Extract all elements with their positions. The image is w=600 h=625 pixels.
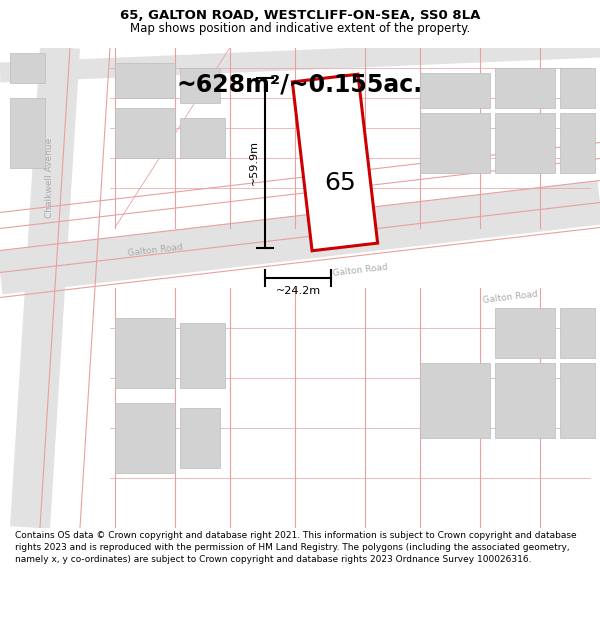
Text: Galton Road: Galton Road (127, 243, 183, 258)
Polygon shape (0, 38, 600, 82)
Polygon shape (115, 107, 175, 158)
Polygon shape (495, 308, 555, 358)
Text: Contains OS data © Crown copyright and database right 2021. This information is : Contains OS data © Crown copyright and d… (15, 531, 577, 564)
Polygon shape (115, 62, 175, 98)
Text: 65, GALTON ROAD, WESTCLIFF-ON-SEA, SS0 8LA: 65, GALTON ROAD, WESTCLIFF-ON-SEA, SS0 8… (120, 9, 480, 22)
Polygon shape (10, 52, 45, 82)
Polygon shape (180, 322, 225, 388)
Polygon shape (560, 308, 595, 358)
Text: Chalkwell Avenue: Chalkwell Avenue (46, 138, 55, 218)
Text: Map shows position and indicative extent of the property.: Map shows position and indicative extent… (130, 22, 470, 35)
Text: Galton Road: Galton Road (482, 290, 538, 305)
Text: ~628m²/~0.155ac.: ~628m²/~0.155ac. (177, 72, 423, 96)
Text: 65: 65 (324, 171, 356, 194)
Polygon shape (10, 46, 80, 529)
Polygon shape (420, 72, 490, 107)
Polygon shape (560, 68, 595, 108)
Text: ~24.2m: ~24.2m (275, 286, 320, 296)
Polygon shape (495, 362, 555, 438)
Polygon shape (10, 98, 45, 168)
Polygon shape (420, 112, 490, 173)
Polygon shape (180, 408, 220, 468)
Polygon shape (180, 118, 225, 158)
Polygon shape (115, 402, 175, 472)
Polygon shape (495, 68, 555, 108)
Polygon shape (180, 68, 220, 102)
Polygon shape (495, 112, 555, 173)
Polygon shape (292, 74, 377, 251)
Polygon shape (560, 112, 595, 173)
Polygon shape (420, 362, 490, 438)
Polygon shape (560, 362, 595, 438)
Polygon shape (0, 181, 600, 294)
Polygon shape (115, 318, 175, 388)
Text: Galton Road: Galton Road (332, 263, 388, 278)
Text: ~59.9m: ~59.9m (249, 140, 259, 185)
